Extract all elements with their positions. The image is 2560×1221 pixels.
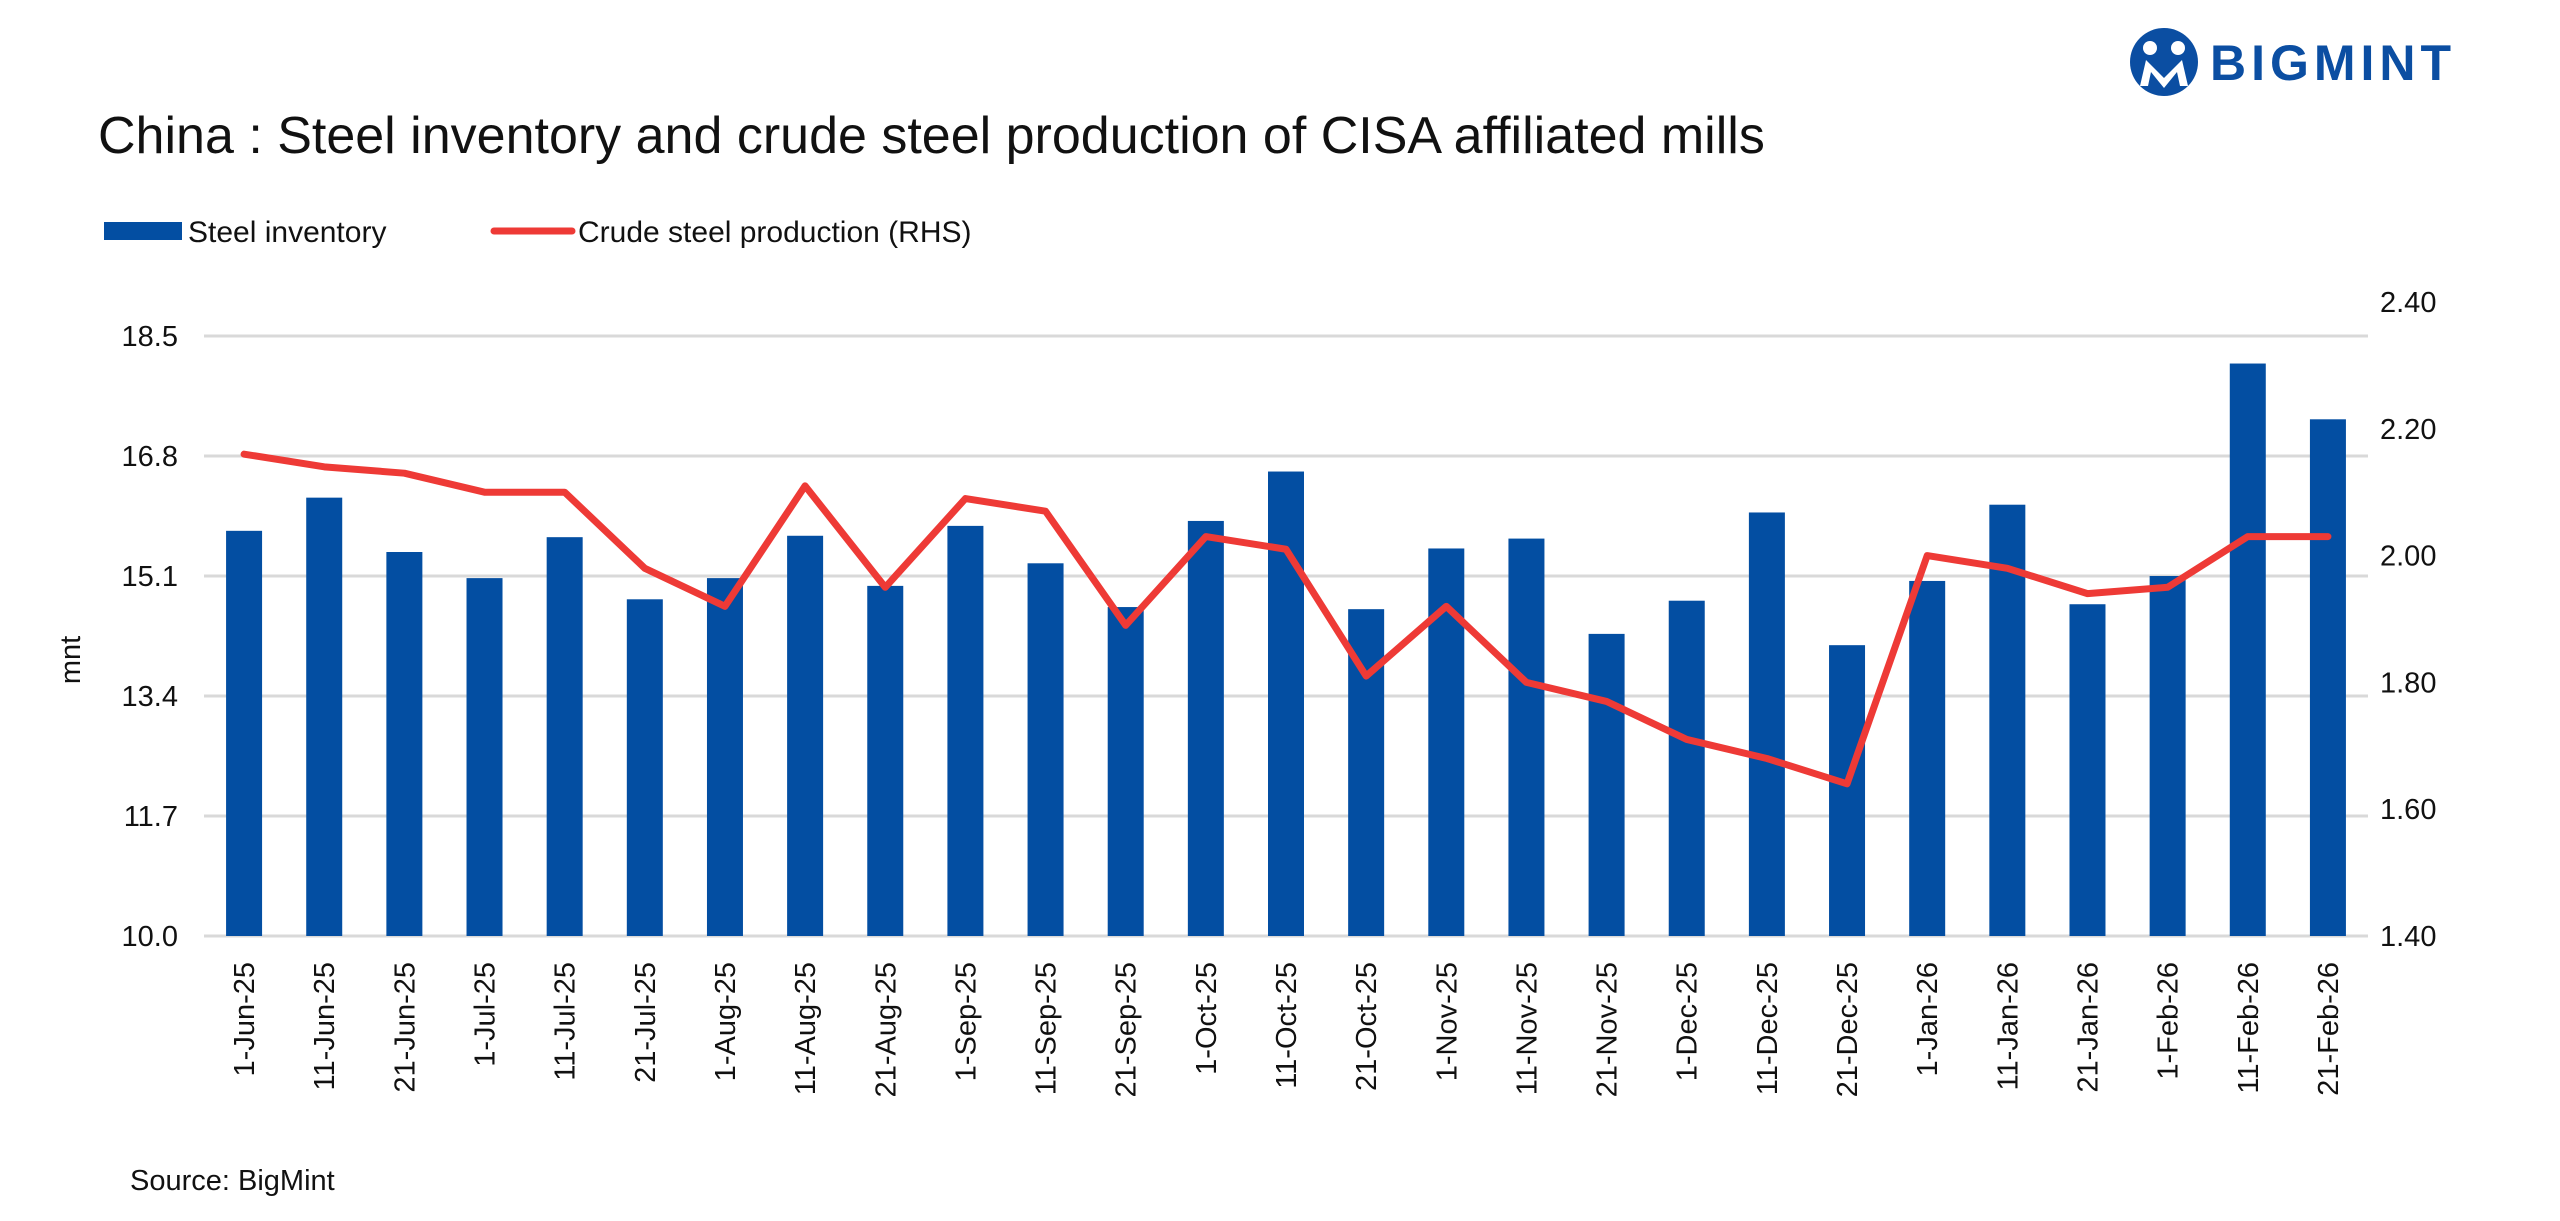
bar [867,585,904,936]
x-tick-label: 11-Dec-25 [1752,962,1784,1095]
left-tick-label: 11.7 [124,801,178,833]
x-tick-label: 21-Jan-26 [2072,962,2104,1093]
bar [1829,645,1866,936]
x-tick-label: 11-Jan-26 [1992,962,2024,1090]
bar [1107,607,1144,936]
logo-text: BIGMINT [2210,35,2456,91]
right-tick-label: 2.40 [2380,287,2436,319]
bar [2229,363,2266,936]
bar [2309,419,2346,936]
left-tick-label: 15.1 [122,561,178,593]
x-tick-label: 1-Sep-25 [950,962,982,1081]
bar [1508,538,1545,936]
legend: Steel inventory Crude steel production (… [104,216,972,249]
x-tick-label: 11-Oct-25 [1271,962,1303,1089]
bar [2149,576,2186,936]
x-tick-label: 1-Oct-25 [1191,962,1223,1075]
bar [386,552,423,936]
x-tick-label: 1-Dec-25 [1672,962,1704,1081]
left-tick-label: 13.4 [122,681,178,713]
x-tick-label: 21-Feb-26 [2313,962,2345,1096]
bar [226,530,263,936]
bars [226,363,2346,936]
x-tick-label: 11-Feb-26 [2233,962,2265,1094]
x-tick-label: 11-Jun-25 [309,962,341,1090]
x-tick-label: 21-Nov-25 [1592,962,1624,1097]
bar [306,497,343,936]
bar [1588,633,1625,936]
right-tick-label: 1.40 [2380,921,2436,953]
bar [626,599,663,936]
x-tick-label: 11-Nov-25 [1511,962,1543,1095]
x-tick-label: 1-Jul-25 [470,962,502,1067]
bar [466,578,503,936]
chart-title: China : Steel inventory and crude steel … [98,107,1765,165]
x-tick-label: 1-Nov-25 [1431,962,1463,1081]
bar [1268,471,1304,936]
right-tick-label: 2.00 [2380,541,2436,573]
bar [787,535,824,936]
x-tick-label: 21-Oct-25 [1351,962,1383,1091]
legend-label-line: Crude steel production (RHS) [578,216,972,249]
bar [2069,604,2106,936]
x-tick-label: 21-Dec-25 [1832,962,1864,1097]
line-series [240,450,2332,788]
bar [1909,580,1946,936]
x-tick-label: 1-Jan-26 [1912,962,1944,1076]
x-tick-label: 21-Sep-25 [1111,962,1143,1097]
left-axis-ticks: 10.0 11.7 13.4 15.1 16.8 18.5 [122,321,178,953]
right-axis-ticks: 1.40 1.60 1.80 2.00 2.20 2.40 [2380,287,2436,953]
left-tick-label: 16.8 [122,441,178,473]
bar [1027,563,1064,936]
right-tick-label: 1.80 [2380,667,2436,699]
bar [706,578,743,936]
left-tick-label: 10.0 [122,921,178,953]
x-tick-label: 21-Aug-25 [870,962,902,1097]
x-axis-labels: 1-Jun-25 11-Jun-25 21-Jun-25 1-Jul-25 11-Jul… [229,962,2345,1097]
x-tick-label: 11-Jul-25 [550,962,582,1081]
bar [546,537,583,936]
left-tick-label: 18.5 [122,321,178,353]
x-tick-label: 21-Jun-25 [389,962,421,1093]
x-tick-label: 1-Feb-26 [2153,962,2185,1080]
x-tick-label: 11-Sep-25 [1031,962,1063,1095]
legend-label-bar: Steel inventory [188,216,386,249]
bar [1187,520,1224,936]
bar [1748,512,1785,936]
x-tick-label: 11-Aug-25 [790,962,822,1095]
x-tick-label: 1-Jun-25 [229,962,261,1076]
x-tick-label: 21-Jul-25 [630,962,662,1083]
right-tick-label: 2.20 [2380,414,2436,446]
bar [947,525,984,936]
bar [1668,600,1705,936]
x-tick-label: 1-Aug-25 [710,962,742,1081]
legend-swatch-bar [104,222,182,240]
right-tick-label: 1.60 [2380,794,2436,826]
source-note: Source: BigMint [130,1165,335,1197]
y-axis-label: mnt [55,636,87,684]
logo: BIGMINT [2130,28,2456,96]
bar [1989,504,2026,936]
